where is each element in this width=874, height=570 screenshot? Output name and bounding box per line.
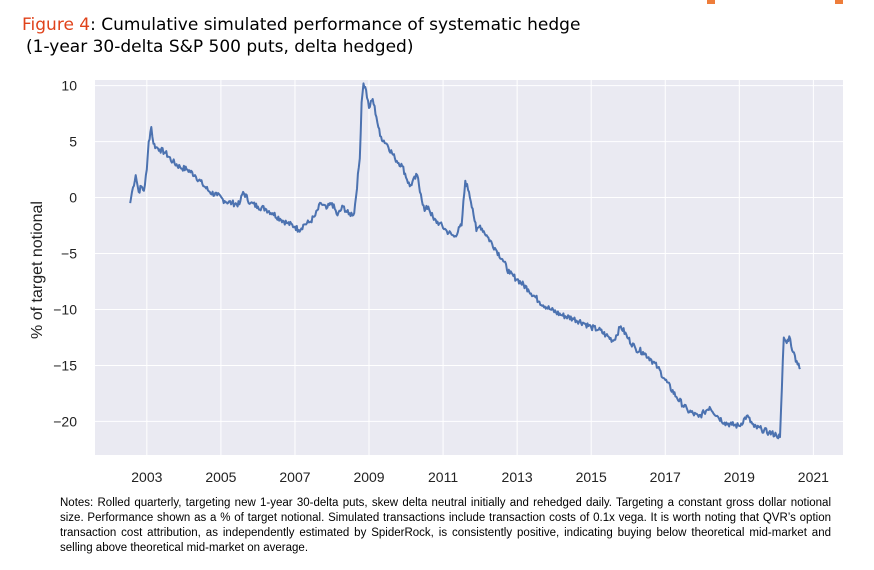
x-tick-label: 2021 — [798, 469, 829, 485]
x-tick-label: 2005 — [205, 469, 236, 485]
figure-title-line1: Cumulative simulated performance of syst… — [101, 15, 581, 35]
top-accent-bar-right — [835, 0, 843, 4]
gridlines — [95, 80, 843, 455]
y-tick-label: −10 — [53, 301, 77, 317]
x-tick-label: 2003 — [131, 469, 162, 485]
notes-text: Notes: Rolled quarterly, targeting new 1… — [60, 497, 831, 554]
x-axis-ticks: 2003 2005 2007 2009 2011 2013 2015 2017 2019 2021 — [131, 469, 829, 485]
y-tick-label: −5 — [61, 246, 77, 262]
x-tick-label: 2015 — [576, 469, 607, 485]
y-tick-label: 0 — [69, 190, 77, 206]
y-tick-label: −20 — [53, 413, 77, 429]
x-tick-label: 2007 — [279, 469, 310, 485]
y-axis-label: % of target notional — [29, 201, 46, 339]
y-tick-label: 5 — [69, 134, 77, 150]
x-tick-label: 2011 — [428, 469, 458, 485]
x-tick-label: 2009 — [353, 469, 384, 485]
x-tick-label: 2017 — [650, 469, 681, 485]
y-tick-label: 10 — [61, 78, 77, 94]
x-tick-label: 2019 — [724, 469, 755, 485]
chart: 10 5 0 −5 −10 −15 −20 2003 2005 2007 2009 2011 2013… — [29, 78, 843, 485]
y-tick-label: −15 — [53, 357, 77, 373]
x-tick-label: 2013 — [502, 469, 533, 485]
figure-title: Figure 4: Cumulative simulated performan… — [22, 14, 580, 58]
figure-label: Figure 4 — [22, 15, 91, 35]
plot-area — [95, 80, 843, 455]
figure-title-separator: : — [90, 15, 102, 35]
y-axis-ticks: 10 5 0 −5 −10 −15 −20 — [53, 78, 77, 430]
figure-title-line2: (1-year 30-delta S&P 500 puts, delta hed… — [26, 37, 414, 57]
series-line — [129, 82, 801, 440]
top-accent-bar-left — [707, 0, 715, 4]
